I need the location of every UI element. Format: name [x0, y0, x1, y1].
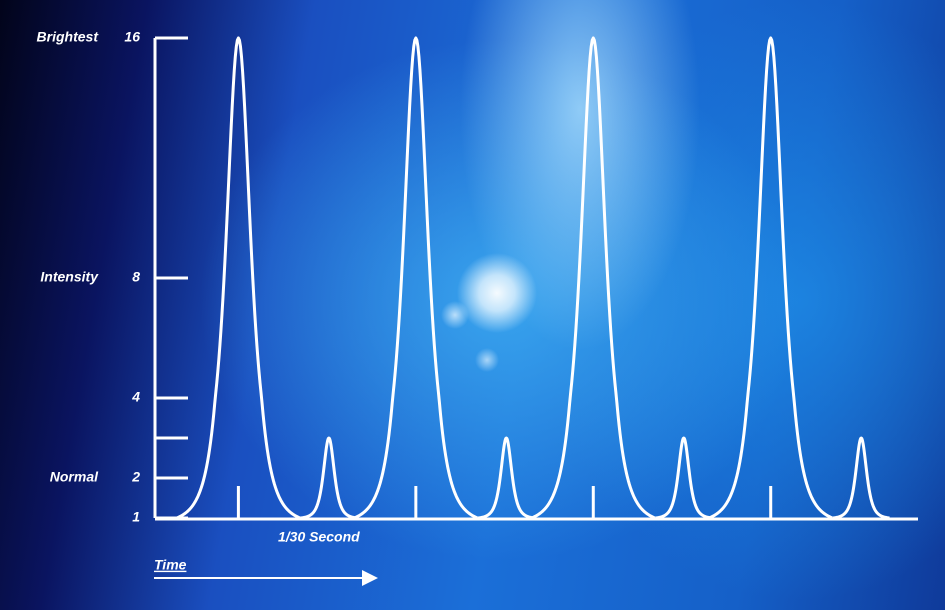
y-tick-label: 1	[132, 509, 140, 525]
y-annotation: Normal	[50, 469, 99, 485]
pulse	[177, 38, 301, 518]
y-tick-label: 4	[131, 389, 140, 405]
chart: 1/30 Second Time 1 2 4 8 16 Brightest Intensit…	[0, 0, 945, 610]
y-tick-label: 16	[124, 29, 140, 45]
x-axis-label: Time	[154, 557, 187, 573]
y-annotation: Brightest	[37, 29, 100, 45]
pulse	[301, 438, 358, 518]
pulse	[709, 38, 833, 518]
x-annotation: 1/30 Second	[278, 529, 360, 545]
pulse	[833, 438, 890, 518]
pulse	[354, 38, 478, 518]
pulse	[478, 438, 535, 518]
pulse	[655, 438, 712, 518]
pulse	[532, 38, 656, 518]
y-annotation: Intensity	[40, 269, 99, 285]
y-tick-label: 2	[131, 469, 140, 485]
y-tick-label: 8	[132, 269, 140, 285]
